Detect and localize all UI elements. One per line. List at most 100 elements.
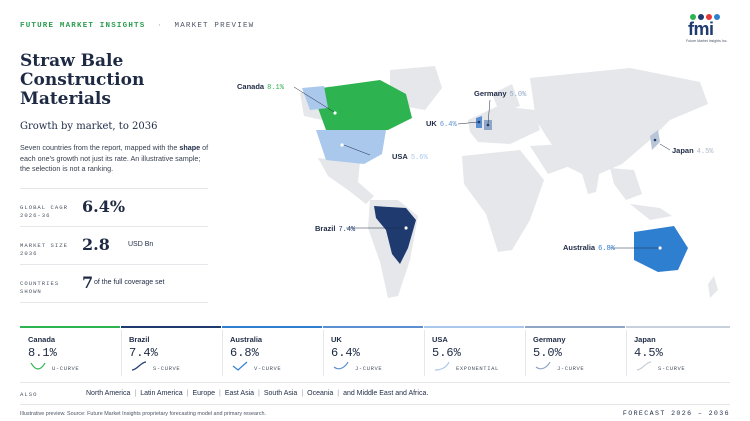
region-link[interactable]: East Asia: [224, 390, 255, 397]
card-curve-label: V-CURVE: [254, 365, 282, 372]
region-link[interactable]: and Middle East and Africa.: [343, 390, 429, 397]
logo-mark: fmi: [688, 19, 714, 39]
map-highlighted-countries: [302, 80, 688, 272]
s-curve-icon: [131, 361, 147, 371]
region-link[interactable]: Latin America: [140, 390, 183, 397]
stat-unit: of the full coverage set: [94, 279, 165, 286]
callout-pct: 8.1%: [267, 84, 284, 92]
stat-countries-shown: COUNTRIES SHOWN 7 of the full coverage s…: [20, 264, 208, 302]
card-pct: 7.4%: [129, 346, 158, 360]
page-subtitle: Growth by market, to 2036: [20, 121, 158, 132]
card-curve-label: J-CURVE: [355, 365, 383, 372]
card-pct: 5.0%: [533, 346, 562, 360]
stat-unit: USD Bn: [128, 241, 154, 248]
card-divider: [323, 330, 324, 376]
fmi-logo[interactable]: fmi Future Market Insights Inc.: [686, 14, 732, 44]
card-country: UK: [331, 335, 342, 344]
region-separator: |: [258, 390, 260, 397]
topbar: FUTURE MARKET INSIGHTS · MARKET PREVIEW: [20, 22, 254, 30]
callout-canada[interactable]: Canada 8.1%: [237, 82, 284, 92]
marker-usa: [340, 143, 344, 147]
region-link[interactable]: Europe: [192, 390, 216, 397]
card-pct: 6.4%: [331, 346, 360, 360]
callout-pct: 5.6%: [410, 154, 428, 162]
callout-name: Germany: [474, 89, 507, 98]
country-usa[interactable]: [316, 130, 386, 164]
callout-germany[interactable]: Germany 5.0%: [474, 89, 526, 99]
card-divider: [222, 330, 223, 376]
card-usa[interactable]: USA 5.6% EXPONENTIAL: [424, 326, 524, 378]
logo-dots-icon: [690, 14, 730, 22]
callout-pct: 7.4%: [338, 226, 356, 234]
card-uk[interactable]: UK 6.4% J-CURVE: [323, 326, 423, 378]
region-separator: |: [219, 390, 221, 397]
region-separator: |: [186, 390, 189, 397]
card-accent-bar: [525, 326, 625, 328]
land-scandinavia: [492, 84, 520, 114]
callout-brazil[interactable]: Brazil 7.4%: [315, 224, 355, 234]
card-divider: [424, 330, 425, 376]
card-country: Japan: [634, 335, 656, 344]
country-canada[interactable]: [318, 80, 412, 130]
card-germany[interactable]: Germany 5.0% J-CURVE: [525, 326, 625, 378]
map-markers: [333, 111, 662, 250]
s-curve-icon: [636, 361, 652, 371]
card-country: Brazil: [129, 335, 150, 344]
card-curve-label: S-CURVE: [153, 365, 181, 372]
card-country: Canada: [28, 335, 56, 344]
callout-usa[interactable]: USA 5.6%: [392, 152, 428, 162]
region-link[interactable]: North America: [86, 390, 131, 397]
card-australia[interactable]: Australia 6.8% V-CURVE: [222, 326, 322, 378]
world-map: [293, 66, 718, 298]
source-note: Illustrative preview. Source: Future Mar…: [20, 411, 266, 417]
card-accent-bar: [20, 326, 120, 328]
land-asia: [530, 68, 708, 178]
callout-name: Canada: [237, 82, 265, 91]
logo-tagline: Future Market Insights Inc.: [686, 39, 728, 43]
callout-name: Brazil: [315, 224, 336, 233]
callout-uk[interactable]: UK 6.4%: [426, 119, 457, 129]
card-divider: [525, 330, 526, 376]
card-japan[interactable]: Japan 4.5% S-CURVE: [626, 326, 730, 378]
stat-label: COUNTRIES SHOWN: [20, 280, 60, 295]
marker-canada: [333, 111, 337, 115]
brand-name[interactable]: FUTURE MARKET INSIGHTS: [20, 22, 146, 30]
v-curve-icon: [232, 361, 248, 371]
card-country: USA: [432, 335, 448, 344]
card-accent-bar: [424, 326, 524, 328]
land-india: [578, 158, 602, 194]
section-label: MARKET PREVIEW: [174, 22, 255, 30]
land-southeast-asia: [610, 168, 642, 200]
stat-market-size: MARKET SIZE 2036 2.8 USD Bn: [20, 226, 208, 264]
card-curve-label: J-CURVE: [557, 365, 585, 372]
card-accent-bar: [121, 326, 221, 328]
description-part2: of each one's growth not just its rate. …: [20, 143, 209, 174]
card-curve-label: S-CURVE: [658, 365, 686, 372]
leader-germany: [487, 99, 491, 125]
stat-label: MARKET SIZE 2036: [20, 242, 68, 257]
callout-australia[interactable]: Australia 6.8%: [563, 243, 615, 253]
page-title: Straw Bale Construction Materials: [20, 51, 145, 109]
land-europe: [468, 106, 540, 144]
country-brazil[interactable]: [374, 206, 416, 264]
description-part1: Seven countries from the report, mapped …: [20, 143, 180, 152]
divider-line: [20, 382, 730, 383]
land-indonesia: [630, 204, 672, 220]
region-link[interactable]: Oceania: [307, 390, 334, 397]
region-separator: |: [337, 390, 340, 397]
callout-pct: 5.0%: [509, 91, 527, 99]
marker-uk: [477, 120, 481, 124]
j-curve-icon: [333, 361, 349, 370]
marker-germany: [486, 123, 490, 127]
also-regions: ALSO North America | Latin America | Europe |…: [20, 388, 730, 402]
callout-name: Australia: [563, 243, 596, 252]
callout-pct: 4.5%: [696, 148, 714, 156]
region-separator: |: [301, 390, 304, 397]
callout-pct: 6.4%: [439, 121, 457, 129]
region-link[interactable]: South Asia: [263, 390, 298, 397]
marker-japan: [653, 138, 657, 142]
callout-japan[interactable]: Japan 4.5%: [672, 146, 714, 156]
card-brazil[interactable]: Brazil 7.4% S-CURVE: [121, 326, 221, 378]
card-canada[interactable]: Canada 8.1% U-CURVE: [20, 326, 120, 378]
card-accent-bar: [626, 326, 730, 328]
